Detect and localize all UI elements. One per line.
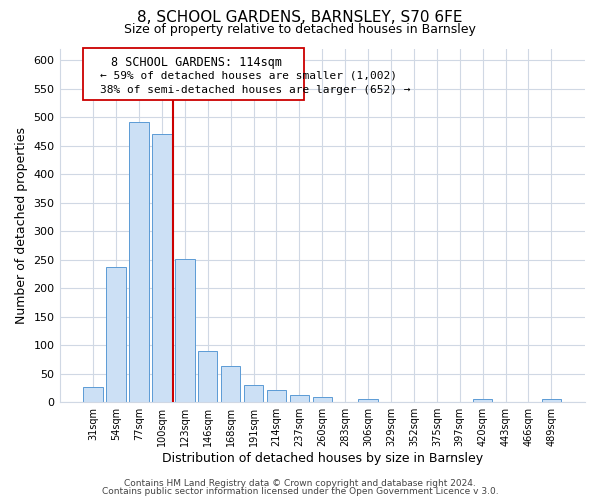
Bar [473,400,493,402]
Bar [198,351,217,402]
Bar [542,400,561,402]
Text: 8 SCHOOL GARDENS: 114sqm: 8 SCHOOL GARDENS: 114sqm [111,56,282,68]
X-axis label: Distribution of detached houses by size in Barnsley: Distribution of detached houses by size … [162,452,483,465]
Bar [221,366,241,402]
Bar [83,388,103,402]
Bar [358,400,378,402]
Text: 38% of semi-detached houses are larger (652) →: 38% of semi-detached houses are larger (… [100,84,410,94]
Text: ← 59% of detached houses are smaller (1,002): ← 59% of detached houses are smaller (1,… [100,71,397,81]
Bar [267,390,286,402]
Bar [106,267,126,402]
Text: 8, SCHOOL GARDENS, BARNSLEY, S70 6FE: 8, SCHOOL GARDENS, BARNSLEY, S70 6FE [137,10,463,25]
Bar [313,396,332,402]
Bar [244,384,263,402]
Bar [129,122,149,402]
Text: Size of property relative to detached houses in Barnsley: Size of property relative to detached ho… [124,22,476,36]
Y-axis label: Number of detached properties: Number of detached properties [15,127,28,324]
Text: Contains HM Land Registry data © Crown copyright and database right 2024.: Contains HM Land Registry data © Crown c… [124,478,476,488]
Bar [175,259,194,402]
Bar [83,48,304,100]
Bar [290,395,309,402]
Bar [152,134,172,402]
Text: Contains public sector information licensed under the Open Government Licence v : Contains public sector information licen… [101,487,499,496]
